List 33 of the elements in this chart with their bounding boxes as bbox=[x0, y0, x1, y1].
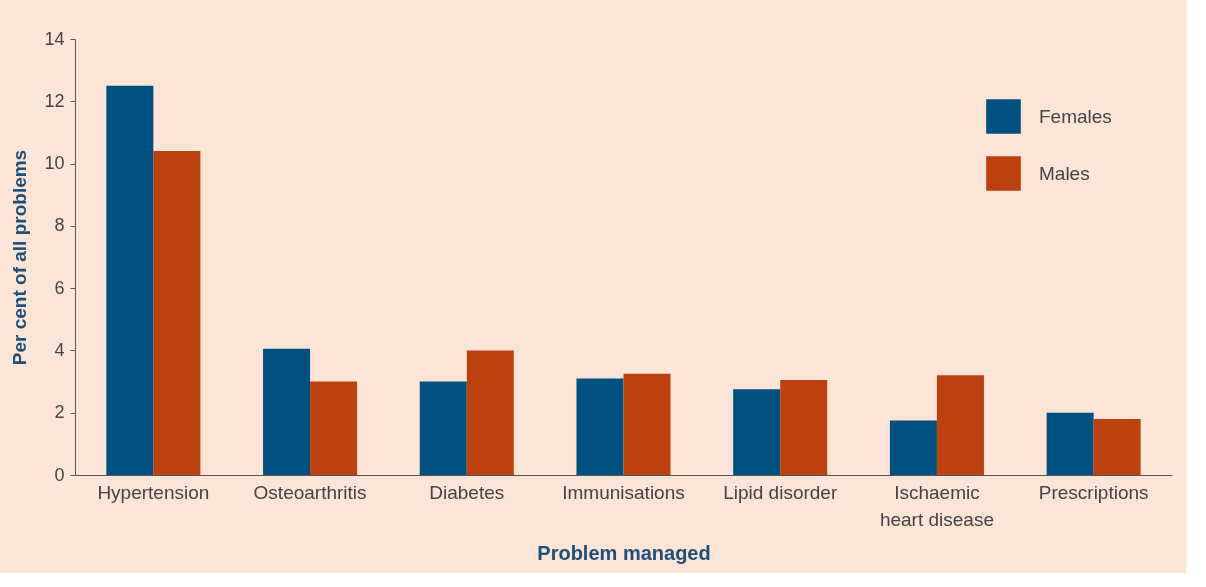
bar bbox=[623, 373, 671, 475]
y-tick-label: 2 bbox=[54, 402, 65, 423]
x-tick-label: Diabetes bbox=[429, 481, 505, 503]
legend-label: Females bbox=[1039, 105, 1112, 127]
legend-label: Males bbox=[1039, 162, 1090, 184]
x-tick-label: Lipid disorder bbox=[723, 481, 838, 503]
x-axis-title: Problem managed bbox=[537, 541, 711, 564]
bar bbox=[466, 350, 514, 475]
bar bbox=[310, 381, 358, 475]
bar bbox=[419, 381, 467, 475]
bar bbox=[1093, 418, 1141, 475]
y-tick-label: 12 bbox=[44, 90, 65, 111]
y-tick-label: 4 bbox=[54, 339, 65, 360]
bar bbox=[106, 85, 154, 475]
bar bbox=[936, 375, 984, 475]
y-axis-title: Per cent of all problems bbox=[9, 149, 31, 366]
bar bbox=[889, 420, 937, 475]
x-tick-label: Osteoarthritis bbox=[253, 481, 367, 503]
bar bbox=[780, 380, 828, 475]
x-tick-label: Prescriptions bbox=[1038, 481, 1149, 503]
x-tick-label: Ischaemic heart disease bbox=[879, 481, 994, 530]
x-tick-label: Immunisations bbox=[562, 481, 685, 503]
bar bbox=[733, 389, 781, 475]
bar bbox=[576, 378, 624, 475]
y-tick-label: 6 bbox=[54, 277, 65, 298]
bar bbox=[153, 151, 201, 475]
y-tick-label: 14 bbox=[44, 28, 65, 49]
y-tick-label: 0 bbox=[54, 464, 65, 485]
bar bbox=[1046, 412, 1094, 475]
y-tick-label: 10 bbox=[44, 153, 65, 174]
x-tick-label: Hypertension bbox=[97, 481, 210, 503]
bar bbox=[263, 348, 311, 475]
y-tick-label: 8 bbox=[54, 215, 65, 236]
